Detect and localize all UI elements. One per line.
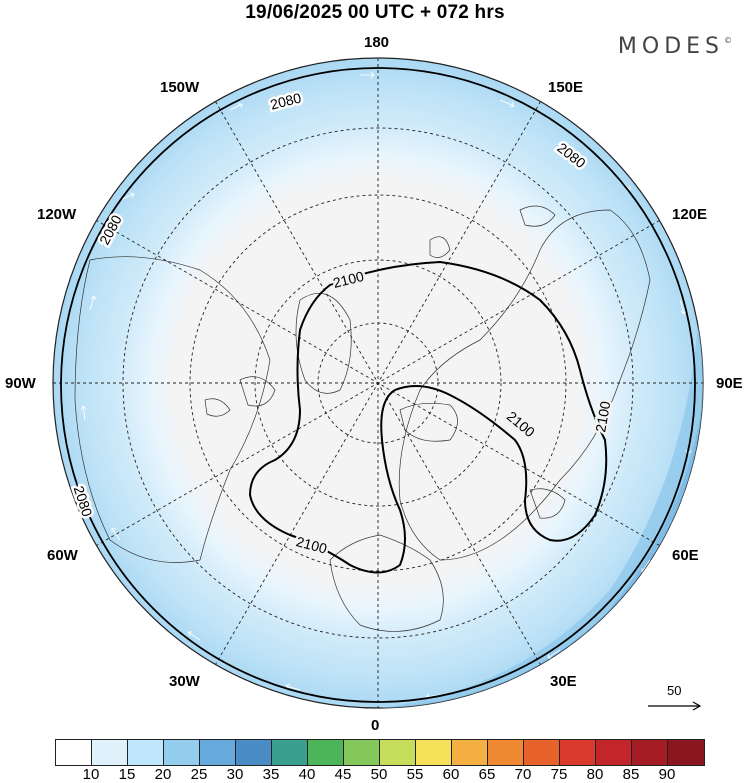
colorbar-tick-label: 40	[298, 766, 316, 783]
lon-label-60w: 60W	[47, 547, 78, 564]
lon-label-90w: 90W	[5, 375, 36, 392]
colorbar-tick-label: 75	[550, 766, 568, 783]
colorbar-swatch	[524, 740, 560, 765]
meridian-60E-120W	[96, 220, 660, 546]
landmass-eurasia	[398, 209, 651, 561]
landmass-north-america	[74, 256, 271, 563]
colorbar-tick-label: 35	[262, 766, 280, 783]
colorbar-tick-label: 90	[658, 766, 676, 783]
colorbar-swatch	[272, 740, 308, 765]
colorbar-swatch	[200, 740, 236, 765]
landmass-europe	[329, 534, 444, 632]
colorbar-tick-label: 70	[514, 766, 532, 783]
lon-label-60e: 60E	[672, 547, 699, 564]
lon-label-120w: 120W	[37, 206, 77, 223]
colorbar-swatch	[596, 740, 632, 765]
brand-logo: MODES©	[617, 34, 732, 59]
lon-label-150w: 150W	[160, 79, 200, 96]
contour-2100	[248, 260, 608, 574]
lon-label-180: 180	[364, 34, 390, 51]
lon-label-0: 0	[371, 717, 380, 734]
colorbar-swatch	[164, 740, 200, 765]
colorbar-swatch	[560, 740, 596, 765]
colorbar-tick-label: 85	[622, 766, 640, 783]
colorbar-tick-label: 60	[442, 766, 460, 783]
contour-2080	[60, 67, 696, 703]
reference-vector-label: 50	[667, 683, 682, 698]
lon-label-30e: 30E	[550, 673, 577, 690]
colorbar-swatch	[488, 740, 524, 765]
colorbar-swatch	[128, 740, 164, 765]
colorbar-tick-label: 25	[190, 766, 208, 783]
colorbar-tick-label: 20	[154, 766, 172, 783]
colorbar	[55, 739, 705, 766]
latitude-circle	[254, 259, 502, 507]
colorbar-swatch	[380, 740, 416, 765]
lon-label-150e: 150E	[548, 79, 584, 96]
colorbar-swatch	[236, 740, 272, 765]
colorbar-tick-label: 80	[586, 766, 604, 783]
colorbar-swatch	[416, 740, 452, 765]
colorbar-swatch	[632, 740, 668, 765]
lon-label-90e: 90E	[716, 375, 743, 392]
lon-label-30w: 30W	[169, 673, 200, 690]
colorbar-swatch	[452, 740, 488, 765]
colorbar-swatch	[92, 740, 128, 765]
colorbar-swatch	[668, 740, 704, 765]
latitude-circle	[122, 127, 634, 639]
colorbar-tick-label: 15	[118, 766, 136, 783]
colorbar-tick-label: 65	[478, 766, 496, 783]
colorbar-tick-label: 30	[226, 766, 244, 783]
colorbar-tick-label: 45	[334, 766, 352, 783]
graticule	[53, 58, 703, 708]
colorbar-tick-label: 10	[82, 766, 100, 783]
colorbar-tick-label: 55	[406, 766, 424, 783]
map-title: 19/06/2025 00 UTC + 072 hrs	[245, 2, 505, 23]
colorbar-tick-label: 50	[370, 766, 388, 783]
reference-vector-arrow	[648, 701, 702, 711]
colorbar-swatch	[56, 740, 92, 765]
colorbar-swatch	[308, 740, 344, 765]
lon-label-120e: 120E	[672, 206, 708, 223]
colorbar-swatch	[344, 740, 380, 765]
